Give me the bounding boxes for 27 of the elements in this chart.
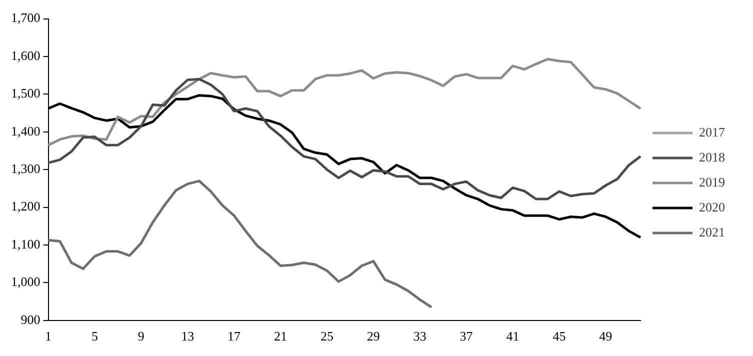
x-tick-label: 41 <box>506 328 520 344</box>
x-tick-label: 17 <box>228 328 242 344</box>
legend-label: 2019 <box>699 174 725 190</box>
x-tick-label: 33 <box>413 328 426 344</box>
x-tick-label: 29 <box>366 328 380 344</box>
x-tick-label: 49 <box>599 328 612 344</box>
y-tick-label: 1,100 <box>11 236 40 252</box>
legend-label: 2021 <box>699 224 725 240</box>
x-tick-label: 1 <box>45 328 52 344</box>
y-tick-label: 1,700 <box>11 10 40 26</box>
y-tick-label: 1,600 <box>11 48 40 63</box>
x-tick-label: 13 <box>181 328 194 344</box>
x-tick-label: 21 <box>274 328 288 344</box>
y-tick-label: 1,200 <box>11 198 40 214</box>
x-tick-label: 45 <box>552 328 566 344</box>
x-tick-label: 25 <box>320 328 334 344</box>
x-tick-label: 5 <box>91 328 98 344</box>
y-tick-label: 900 <box>20 312 40 327</box>
x-tick-label: 37 <box>460 328 474 344</box>
y-tick-label: 1,300 <box>11 161 40 176</box>
legend-label: 2020 <box>699 199 725 214</box>
y-tick-label: 1,500 <box>11 86 40 101</box>
x-tick-label: 9 <box>138 328 144 344</box>
legend-label: 2017 <box>699 124 726 140</box>
y-tick-label: 1,400 <box>11 123 40 138</box>
y-tick-label: 1,000 <box>11 274 40 290</box>
legend-label: 2018 <box>699 149 725 164</box>
